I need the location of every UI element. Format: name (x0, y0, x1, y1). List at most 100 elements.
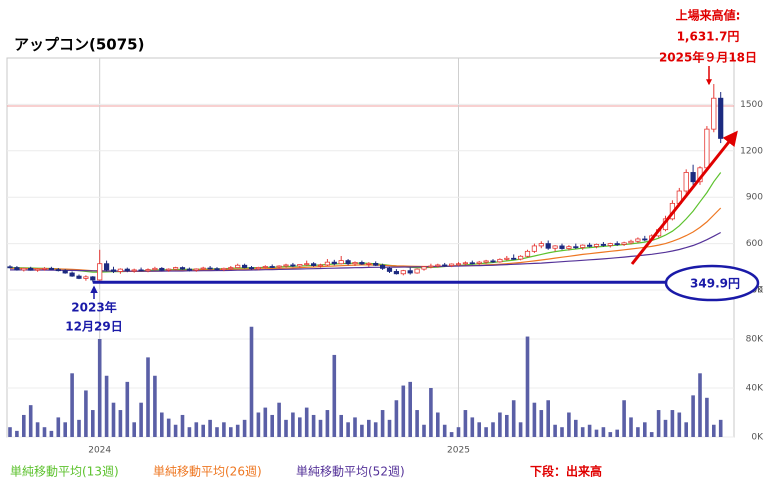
high-title: 上場来高値: (676, 8, 741, 23)
candle-body (145, 269, 151, 272)
candle-body (48, 267, 55, 270)
volume-bar (153, 375, 157, 437)
volume-bar (525, 336, 530, 437)
candle-body (276, 265, 282, 268)
candle-body (193, 268, 199, 271)
candle-body (317, 264, 324, 267)
volume-bar (367, 419, 371, 437)
volume-bar (215, 427, 219, 437)
volume-bar (456, 427, 461, 437)
volume-bar (235, 424, 240, 437)
volume-bar (511, 400, 516, 437)
volume-bar (401, 385, 406, 437)
candle-body (241, 264, 248, 268)
volume-bar (505, 414, 509, 437)
y-tick-label: 1500 (740, 100, 763, 110)
candle-body (414, 268, 420, 274)
volume-bar (187, 427, 192, 437)
candle-body (138, 269, 144, 272)
volume-bar (146, 357, 150, 437)
candle-body (635, 238, 641, 242)
candle-body (359, 262, 365, 265)
volume-bar (587, 424, 592, 437)
volume-bar (422, 424, 426, 437)
candle-body (352, 262, 358, 265)
moving-average-line (10, 207, 722, 272)
y-tick-label: 600 (746, 239, 763, 249)
candle-body (379, 264, 386, 269)
volume-bar (442, 424, 447, 437)
y-tick-label: 40K (746, 384, 764, 394)
volume-bar (311, 414, 316, 437)
volume-bar (270, 414, 274, 437)
volume-bar (298, 417, 302, 437)
volume-bar (594, 429, 599, 437)
candle-body (90, 276, 96, 281)
volume-bar (104, 375, 109, 437)
volume-bar (636, 427, 640, 437)
volume-bar (698, 373, 702, 437)
moving-average-line (10, 231, 721, 272)
volume-bar (560, 427, 564, 437)
candle-body (297, 264, 303, 267)
volume-bar (91, 410, 95, 437)
candle-body (455, 263, 462, 266)
candle-body (7, 266, 13, 269)
volume-bar (484, 427, 488, 437)
volume-bar (318, 419, 323, 437)
candle-body (393, 271, 400, 275)
candle-body (442, 264, 448, 267)
candle-body (566, 246, 572, 249)
volume-bar (691, 395, 695, 437)
volume-bar (643, 422, 647, 437)
candle-body (628, 240, 634, 244)
candle-body (373, 262, 379, 266)
volume-bar (118, 410, 123, 437)
candle-body (421, 266, 427, 270)
low-year: 2023年 (71, 300, 116, 315)
candle-body (69, 272, 75, 277)
candle-body (41, 267, 48, 270)
candle-body (497, 258, 503, 263)
volume-bar (325, 410, 330, 437)
volume-bar (449, 432, 454, 437)
volume-bar (622, 400, 626, 437)
candle-body (386, 267, 393, 272)
candle-body (62, 270, 68, 274)
candle-body (248, 267, 255, 270)
volume-bar (35, 422, 40, 437)
candle-body (580, 244, 586, 248)
volume-bar (49, 430, 54, 437)
volume-bar (332, 354, 337, 437)
candle-body (400, 270, 406, 275)
volume-bar (656, 410, 661, 437)
volume-bar (339, 414, 343, 437)
volume-bar (111, 402, 116, 437)
candle-body (110, 269, 117, 272)
candle-body (269, 266, 275, 268)
candle-body (545, 243, 551, 249)
candle-body (469, 262, 475, 265)
candle-body (172, 267, 179, 270)
moving-average-line (9, 172, 722, 273)
candle-body (552, 245, 558, 249)
candle-body (642, 238, 648, 241)
y-tick-label: 900 (746, 193, 763, 203)
volume-bar (56, 417, 61, 437)
volume-bar (539, 410, 544, 437)
volume-bar (373, 422, 378, 437)
candle-body (704, 128, 710, 169)
volume-bar (387, 419, 392, 437)
volume-bar (712, 424, 716, 437)
volume-bar (15, 430, 19, 437)
candle-body (407, 270, 413, 274)
volume-bar (28, 405, 33, 437)
candle-body (614, 243, 620, 246)
candle-body (607, 243, 613, 246)
volume-bar (553, 424, 557, 437)
candle-body (76, 275, 82, 279)
volume-bar (601, 427, 606, 437)
high-date: 2025年９月18日 (659, 50, 757, 65)
volume-bar (380, 410, 385, 437)
volume-bar (256, 412, 261, 437)
